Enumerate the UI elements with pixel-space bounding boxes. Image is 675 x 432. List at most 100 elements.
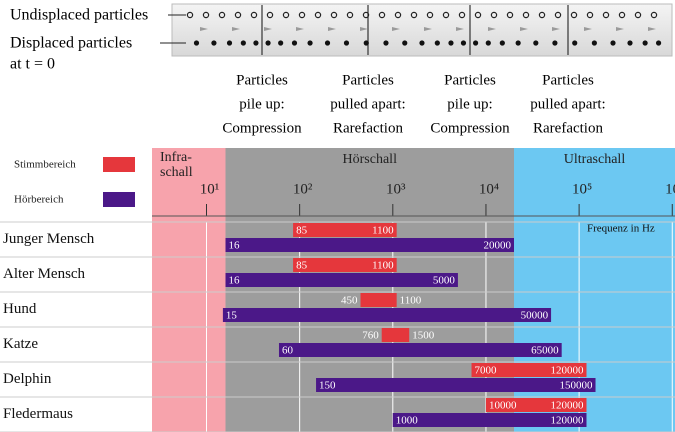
x-tick-label: 10³	[386, 181, 406, 197]
category-label: Katze	[3, 336, 38, 352]
value-label: 150000	[560, 380, 594, 392]
annotation: Rarefaction	[333, 120, 403, 136]
label: Displaced particles	[10, 35, 132, 52]
category-label: Fledermaus	[3, 406, 73, 422]
displaced-particle	[227, 40, 232, 45]
displaced-particle	[265, 40, 270, 45]
page: Undisplaced particles Displaced particles…	[0, 0, 675, 432]
x-tick-label: 10¹	[200, 181, 220, 197]
displaced-particle	[211, 40, 216, 45]
x-tick-label: 10⁵	[572, 181, 592, 197]
displaced-particle	[448, 40, 453, 45]
displaced-particle	[435, 40, 440, 45]
value-label: 60	[282, 345, 294, 357]
value-label: 10000	[489, 400, 517, 412]
displaced-particle	[461, 40, 466, 45]
value-label: 20000	[483, 240, 511, 252]
displaced-particle	[500, 40, 505, 45]
x-axis-label: Frequenz in Hz	[587, 223, 655, 235]
annotation: Particles	[236, 72, 288, 88]
value-label: 1500	[412, 330, 435, 342]
value-label: 85	[296, 225, 308, 237]
category-label: Delphin	[3, 371, 52, 387]
displaced-particle	[473, 40, 478, 45]
displaced-particle	[402, 40, 407, 45]
displaced-particle	[419, 40, 424, 45]
annotation: pile up:	[239, 96, 284, 112]
x-tick-label: 10⁶	[665, 181, 675, 197]
legend-swatch	[103, 192, 135, 207]
value-label: 1100	[372, 225, 394, 237]
value-label: 50000	[521, 310, 549, 322]
range-bar	[226, 273, 458, 287]
value-label: 760	[362, 330, 379, 342]
value-label: 120000	[550, 365, 584, 377]
value-label: 1000	[396, 415, 419, 427]
displaced-particle	[307, 40, 312, 45]
value-label: 16	[229, 275, 241, 287]
value-label: 7000	[475, 365, 498, 377]
value-label: 120000	[550, 415, 584, 427]
displaced-particle	[278, 40, 283, 45]
displaced-particle	[627, 40, 632, 45]
category-label: Hund	[3, 301, 37, 317]
range-bar	[223, 308, 551, 322]
displaced-particle	[253, 40, 258, 45]
displaced-particle	[325, 40, 330, 45]
value-label: 150	[319, 380, 336, 392]
category-label: Alter Mensch	[3, 266, 86, 282]
legend-label: Hörbereich	[14, 194, 64, 206]
displaced-particle	[364, 40, 369, 45]
displaced-particle	[292, 40, 297, 45]
label: Undisplaced particles	[10, 7, 148, 24]
annotation: pulled apart:	[330, 96, 405, 112]
displaced-particle	[486, 40, 491, 45]
annotation: Rarefaction	[533, 120, 603, 136]
displaced-particle	[383, 40, 388, 45]
x-tick-label: 10⁴	[479, 181, 499, 197]
value-label: 16	[229, 240, 241, 252]
displaced-particle	[194, 40, 199, 45]
range-bar	[360, 293, 396, 307]
label: at t = 0	[10, 56, 55, 73]
region-label: Ultraschall	[564, 152, 626, 167]
value-label: 1100	[372, 260, 394, 272]
x-tick-label: 10²	[293, 181, 313, 197]
displaced-particle	[552, 40, 557, 45]
value-label: 85	[296, 260, 308, 272]
annotation: pulled apart:	[530, 96, 605, 112]
displaced-particle	[241, 40, 246, 45]
range-bar	[316, 378, 595, 392]
value-label: 1100	[400, 295, 422, 307]
value-label: 65000	[531, 345, 559, 357]
chart: Infra-schall Hörschall Ultraschall 10¹ 10² 10…	[0, 148, 675, 432]
value-label: 15	[226, 310, 238, 322]
particle-strip	[172, 4, 672, 56]
displaced-particle	[572, 40, 577, 45]
annotation: pile up:	[447, 96, 492, 112]
annotation: Particles	[444, 72, 496, 88]
region-label: Hörschall	[343, 152, 398, 167]
range-bar	[279, 343, 562, 357]
displaced-particle	[344, 40, 349, 45]
annotation: Compression	[222, 120, 302, 136]
displaced-particle	[592, 40, 597, 45]
value-label: 120000	[550, 400, 584, 412]
legend-label: Stimmbereich	[14, 159, 76, 171]
displaced-particle	[610, 40, 615, 45]
legend-swatch	[103, 157, 135, 172]
category-label: Junger Mensch	[3, 231, 95, 247]
annotation: Particles	[342, 72, 394, 88]
displaced-particle	[516, 40, 521, 45]
value-label: 450	[341, 295, 358, 307]
range-bar	[382, 328, 410, 342]
region-label: Infra-	[160, 150, 192, 165]
annotation: Particles	[542, 72, 594, 88]
displaced-particle	[643, 40, 648, 45]
value-label: 5000	[433, 275, 456, 287]
range-bar	[226, 238, 514, 252]
displaced-particle	[533, 40, 538, 45]
region-label: schall	[160, 165, 193, 180]
annotation: Compression	[430, 120, 510, 136]
displaced-particle	[656, 40, 661, 45]
